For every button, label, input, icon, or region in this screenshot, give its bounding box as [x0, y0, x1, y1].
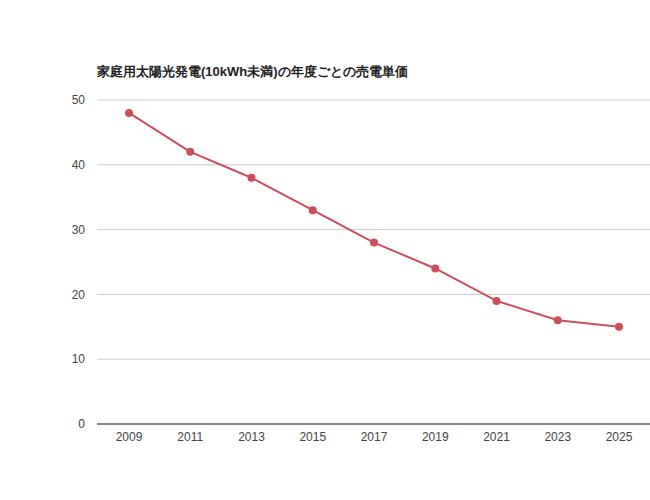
svg-text:40: 40 [72, 158, 86, 172]
svg-text:2017: 2017 [361, 430, 388, 444]
svg-text:10: 10 [72, 352, 86, 366]
html-text:家庭用太陽光発電(10kWh未満)の年度ごとの売電単価: 家庭用太陽光発電(10kWh未満)の年度ごとの売電単価 [97, 64, 408, 79]
svg-text:2021: 2021 [483, 430, 510, 444]
svg-text:2009: 2009 [116, 430, 143, 444]
svg-text:50: 50 [72, 93, 86, 107]
svg-text:2015: 2015 [299, 430, 326, 444]
svg-text:2023: 2023 [544, 430, 571, 444]
svg-text:30: 30 [72, 223, 86, 237]
svg-text:2013: 2013 [238, 430, 265, 444]
svg-text:2011: 2011 [177, 430, 203, 444]
svg-text:2019: 2019 [422, 430, 449, 444]
svg-text:0: 0 [78, 417, 85, 431]
svg-text:2025: 2025 [606, 430, 633, 444]
svg-text:20: 20 [72, 288, 86, 302]
